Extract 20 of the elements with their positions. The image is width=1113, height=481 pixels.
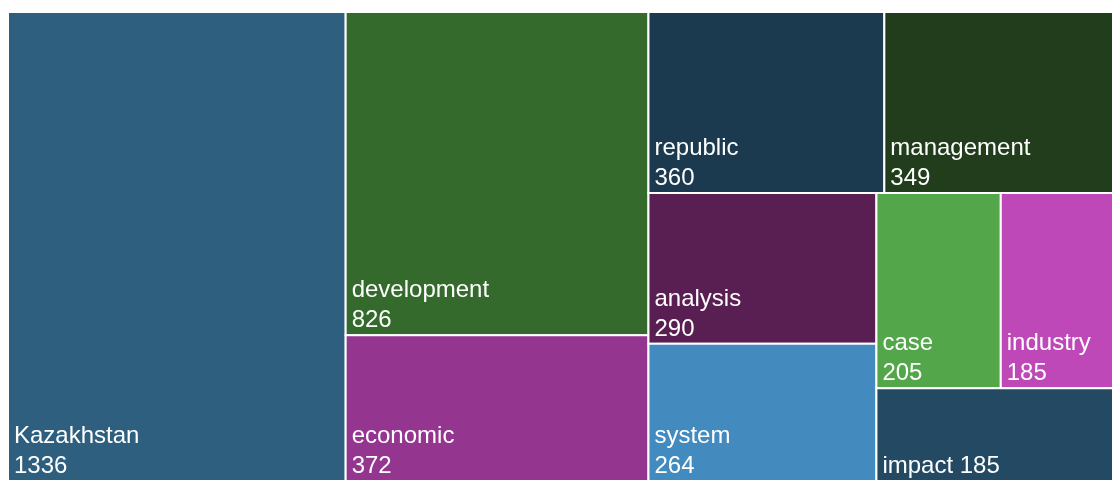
data-label: 349	[890, 162, 931, 190]
data-label: 185	[1006, 358, 1047, 386]
category-label: republic	[654, 132, 739, 160]
data-label: 360	[654, 162, 695, 190]
data-label: 185	[959, 451, 1000, 478]
category-label: system	[654, 421, 731, 448]
data-label: 205	[882, 358, 923, 386]
data-label: 372	[351, 451, 392, 478]
category-label: Kazakhstan	[14, 421, 140, 448]
category-label: economic	[351, 421, 455, 448]
data-label: 290	[654, 313, 695, 341]
category-label: analysis	[654, 283, 742, 311]
category-label: management	[890, 132, 1031, 160]
data-label: 826	[351, 305, 392, 333]
data-label: 1336	[14, 451, 68, 478]
category-label: impact	[882, 451, 954, 478]
data-label: 264	[654, 451, 695, 478]
category-label: development	[351, 275, 490, 303]
category-label: industry	[1006, 328, 1091, 356]
category-label: case	[882, 328, 934, 356]
